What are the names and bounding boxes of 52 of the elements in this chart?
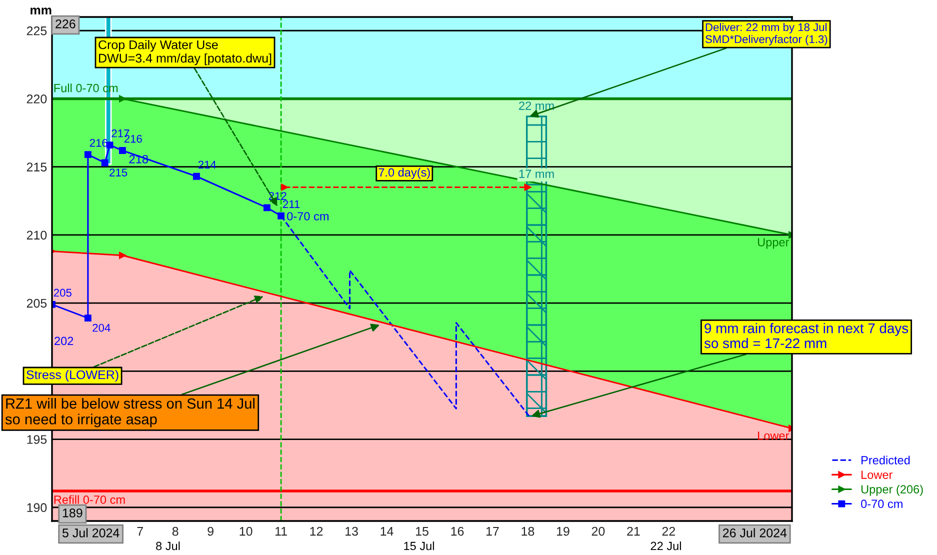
y-axis-title: mm [30, 8, 52, 14]
annotation: RZ1 will be below stress on Sun 14 Jul so need to irrigate asap [5, 398, 254, 428]
text: 8 Jul [156, 541, 180, 550]
data-label: 205 [54, 288, 72, 297]
x-tick-label: 22 [662, 526, 675, 536]
x-tick-label: 12 [310, 526, 323, 536]
annotation: Lower [758, 432, 790, 440]
y-tick-label: 225 [26, 26, 47, 36]
annotation: Crop Daily Water Use DWU=3.4 mm/day [potato.dwu] [98, 40, 272, 66]
x-tick-label: 18 [522, 526, 534, 536]
annotation: 202 [54, 336, 74, 346]
text: 5 Jul 2024 [62, 528, 120, 538]
x-tick-label: 7 [137, 527, 143, 536]
x-tick-label: 14 [380, 527, 394, 536]
x-tick-label: 10 [240, 526, 252, 536]
y-tick-label: 190 [27, 503, 47, 512]
y-tick-label: 215 [26, 162, 47, 172]
y-tick-label: 195 [27, 435, 47, 444]
annotation: 7.0 day(s) [378, 168, 430, 179]
y-tick-label: 205 [26, 298, 47, 308]
legend-label: Upper (206) [861, 484, 923, 496]
annotation: 9 mm rain forecast in next 7 days so smd = 17-22 mm [704, 323, 908, 348]
x-tick-label: 21 [627, 526, 640, 536]
x-tick-label: 17 [486, 527, 499, 536]
x-tick-label: 20 [592, 526, 605, 536]
legend-label: 0-70 cm [861, 500, 902, 508]
annotation: Deliver: 22 mm by 18 Jul SMD*Deliveryfactor (1.3) [706, 23, 828, 46]
y-tick-label: 220 [26, 94, 47, 104]
text: 15 Jul [404, 541, 434, 550]
annotation: 189 [62, 508, 82, 518]
legend-label: Lower [862, 470, 893, 479]
data-label: 215 [110, 168, 128, 176]
annotation: 226 [56, 20, 76, 28]
data-label: 17 mm [519, 170, 554, 178]
x-tick-label: 8 [172, 526, 178, 536]
data-label: 211 [282, 200, 300, 208]
data-label: 204 [92, 324, 110, 332]
text: 26 Jul 2024 [723, 528, 787, 538]
x-tick-label: 16 [451, 526, 464, 536]
ref-line-label: Refill 0-70 cm [54, 495, 125, 504]
annotation: Stress (LOWER) [26, 370, 118, 382]
x-tick-label: 13 [346, 526, 358, 536]
x-tick-label: 19 [556, 526, 570, 536]
annotation: Upper [758, 238, 790, 249]
x-tick-label: 9 [208, 526, 214, 536]
text: 22 Jul [650, 541, 681, 550]
y-tick-label: 210 [26, 230, 47, 240]
x-tick-label: 11 [276, 527, 287, 536]
text: 0-70 cm [287, 212, 328, 220]
x-tick-label: 15 [416, 527, 428, 536]
data-label: 22 mm [519, 102, 554, 110]
legend-label: Predicted [862, 456, 910, 464]
